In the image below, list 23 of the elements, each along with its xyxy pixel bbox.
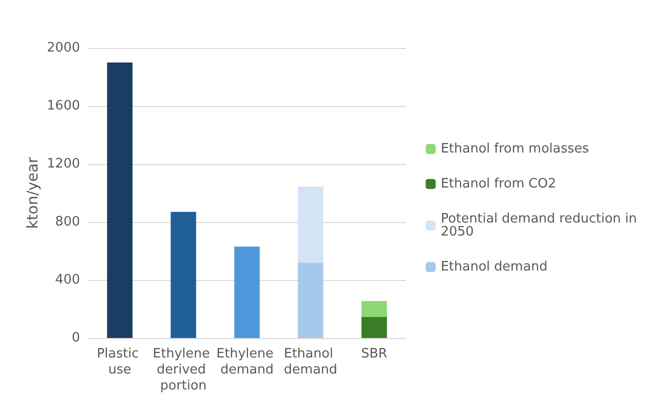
x-tick-label: Ethylene demand — [216, 346, 278, 378]
bar — [107, 62, 133, 338]
y-tick-label: 1600 — [46, 98, 80, 114]
x-tick-label: SBR — [361, 346, 388, 362]
y-tick-label: 800 — [55, 214, 80, 230]
x-tick-label: Ethanol demand — [284, 346, 338, 378]
legend-label: Potential demand reduction in 2050 — [440, 212, 642, 240]
bar — [361, 301, 387, 317]
y-tick-label: 2000 — [46, 40, 80, 56]
x-tick-label: Ethylene derived portion — [152, 346, 214, 394]
bar — [234, 246, 260, 338]
legend-label: Ethanol demand — [440, 260, 548, 274]
bar — [298, 186, 324, 263]
y-tick-label: 400 — [55, 272, 80, 288]
legend-label: Ethanol from molasses — [440, 142, 590, 156]
bar — [170, 212, 196, 338]
y-tick-label: 1200 — [46, 156, 80, 172]
bar — [298, 262, 324, 338]
legend-label: Ethanol from CO2 — [440, 176, 556, 192]
y-tick-label: 0 — [72, 330, 80, 346]
bar — [361, 316, 387, 338]
y-axis-title: kton/year — [24, 156, 42, 229]
x-tick-label: Plastic use — [96, 346, 143, 378]
